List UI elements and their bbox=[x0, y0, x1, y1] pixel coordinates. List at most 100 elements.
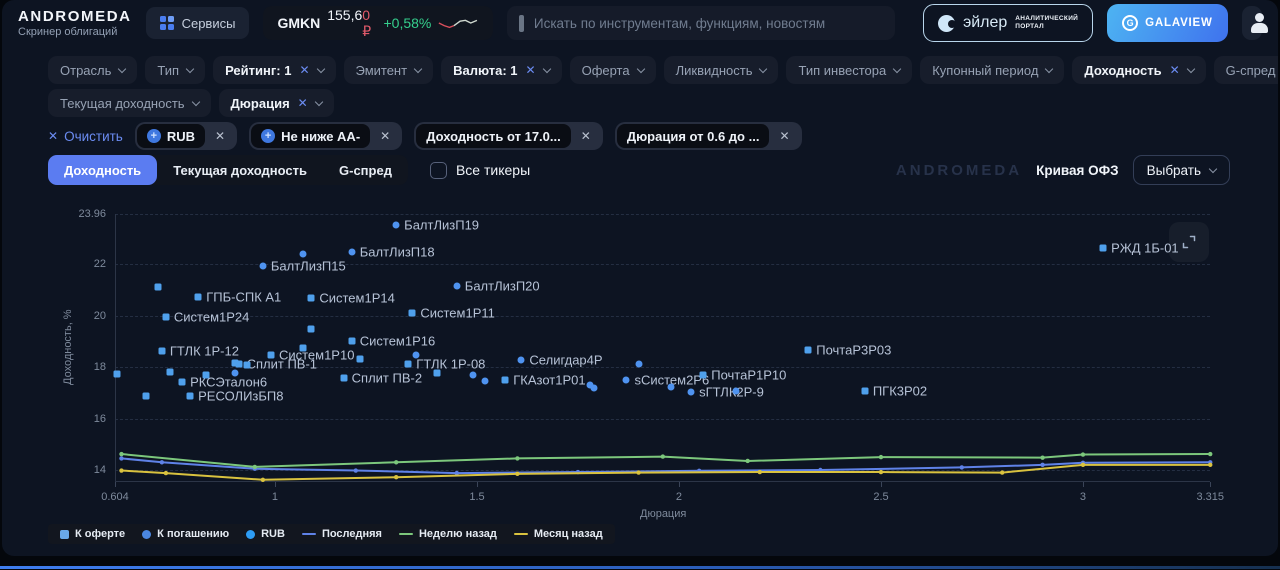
expand-icon bbox=[1182, 235, 1196, 249]
applied-chip-rub[interactable]: + RUB ✕ bbox=[134, 122, 238, 150]
point[interactable] bbox=[635, 360, 643, 368]
point-ПочтаР1Р10[interactable] bbox=[699, 371, 707, 379]
ticker-widget[interactable]: GMKN 155,6 0 ₽ +0,58% bbox=[263, 6, 494, 40]
euler-portal-button[interactable]: эйлер АНАЛИТИЧЕСКИЙ ПОРТАЛ bbox=[923, 4, 1094, 42]
expand-chart-button[interactable] bbox=[1169, 222, 1209, 262]
filter-chip-dohodnost[interactable]: Доходность ✕ bbox=[1072, 56, 1206, 84]
filter-chip-dyuratsiya[interactable]: Дюрация ✕ bbox=[218, 89, 334, 117]
legend-item-1[interactable]: К оферте bbox=[60, 528, 125, 540]
point[interactable] bbox=[590, 384, 598, 392]
point-РЖД 1Б-01[interactable] bbox=[1099, 244, 1107, 252]
filter-label: Отрасль bbox=[60, 62, 112, 78]
filter-chip-tekushchaya-dohodnost[interactable]: Текущая доходность bbox=[48, 89, 211, 117]
point-label: Сплит ПВ-1 bbox=[246, 356, 318, 372]
point-sСистем2Р6[interactable] bbox=[622, 376, 630, 384]
filter-clear-icon[interactable]: ✕ bbox=[299, 63, 310, 77]
point-БалтЛизП15[interactable] bbox=[259, 262, 267, 270]
legend-item-6[interactable]: Месяц назад bbox=[513, 528, 603, 540]
point-БалтЛизП20[interactable] bbox=[453, 282, 461, 290]
galaview-button[interactable]: G GALAVIEW bbox=[1107, 4, 1228, 42]
point[interactable] bbox=[202, 371, 210, 379]
point-ГТЛК 1Р-12[interactable] bbox=[158, 347, 166, 355]
point[interactable] bbox=[469, 371, 477, 379]
point[interactable] bbox=[433, 369, 441, 377]
point-Сплит ПВ-1[interactable] bbox=[235, 360, 243, 368]
tab-yield[interactable]: Доходность bbox=[48, 155, 158, 185]
filter-chip-otrasl[interactable]: Отрасль bbox=[48, 56, 138, 84]
filter-chip-g-spred[interactable]: G-спред bbox=[1213, 56, 1278, 84]
filter-chip-likvidnost[interactable]: Ликвидность bbox=[663, 56, 779, 84]
filter-clear-icon[interactable]: ✕ bbox=[525, 63, 536, 77]
point[interactable] bbox=[732, 387, 740, 395]
point-ПГК3Р02[interactable] bbox=[861, 387, 869, 395]
remove-chip-icon[interactable]: ✕ bbox=[580, 129, 591, 143]
filter-chip-tip[interactable]: Тип bbox=[145, 56, 206, 84]
point[interactable] bbox=[243, 361, 251, 369]
remove-chip-icon[interactable]: ✕ bbox=[215, 129, 226, 143]
point-sГТЛК2Р-9[interactable] bbox=[687, 388, 695, 396]
remove-chip-icon[interactable]: ✕ bbox=[779, 129, 790, 143]
clear-filters-button[interactable]: ✕ Очистить bbox=[48, 129, 123, 144]
filter-clear-icon[interactable]: ✕ bbox=[297, 96, 308, 110]
header: ANDROMEDA Скринер облигаций Сервисы GMKN… bbox=[2, 0, 1278, 46]
point[interactable] bbox=[113, 370, 121, 378]
all-tickers-checkbox[interactable] bbox=[429, 161, 447, 179]
point-Систем1Р11[interactable] bbox=[408, 309, 416, 317]
point[interactable] bbox=[299, 344, 307, 352]
point-БалтЛизП19[interactable] bbox=[392, 221, 400, 229]
point-Систем1Р14[interactable] bbox=[307, 294, 315, 302]
filter-chip-valyuta[interactable]: Валюта: 1 ✕ bbox=[441, 56, 562, 84]
point[interactable] bbox=[142, 392, 150, 400]
applied-chip-duration-range[interactable]: Дюрация от 0.6 до ... ✕ bbox=[614, 122, 802, 150]
curve-select-dropdown[interactable]: Выбрать bbox=[1132, 155, 1230, 185]
point-ГТЛК 1Р-08[interactable] bbox=[404, 360, 412, 368]
point[interactable] bbox=[667, 383, 675, 391]
point[interactable] bbox=[299, 250, 307, 258]
point-ГКАзот1Р01[interactable] bbox=[501, 376, 509, 384]
point-ПочтаР3Р03[interactable] bbox=[804, 346, 812, 354]
point[interactable] bbox=[154, 283, 162, 291]
point-РКСЭталон6[interactable] bbox=[178, 378, 186, 386]
point-Систем1Р16[interactable] bbox=[348, 337, 356, 345]
legend-label: RUB bbox=[261, 528, 285, 540]
point[interactable] bbox=[356, 355, 364, 363]
point-БалтЛизП18[interactable] bbox=[348, 248, 356, 256]
tab-g-spread[interactable]: G-спред bbox=[339, 162, 392, 178]
legend-item-2[interactable]: К погашению bbox=[142, 528, 229, 540]
legend-item-4[interactable]: Последняя bbox=[301, 528, 382, 540]
point[interactable] bbox=[586, 381, 594, 389]
point[interactable] bbox=[231, 369, 239, 377]
legend-item-3[interactable]: RUB bbox=[246, 528, 285, 540]
point[interactable] bbox=[231, 359, 239, 367]
point-Сплит ПВ-2[interactable] bbox=[340, 374, 348, 382]
point[interactable] bbox=[412, 351, 420, 359]
point-Систем1Р10[interactable] bbox=[267, 351, 275, 359]
point[interactable] bbox=[481, 377, 489, 385]
tab-current-yield[interactable]: Текущая доходность bbox=[173, 162, 308, 178]
search-bar[interactable] bbox=[507, 6, 896, 40]
point-Систем1Р24[interactable] bbox=[162, 313, 170, 321]
filter-chip-tip-investora[interactable]: Тип инвестора bbox=[786, 56, 913, 84]
applied-chip-rating-aa[interactable]: + Не ниже АА- ✕ bbox=[249, 122, 403, 150]
point-РЕСОЛИзБП8[interactable] bbox=[186, 392, 194, 400]
filter-chip-oferta[interactable]: Оферта bbox=[569, 56, 656, 84]
filter-label: Тип инвестора bbox=[798, 62, 887, 78]
x-tick-mark bbox=[1210, 482, 1212, 487]
point[interactable] bbox=[166, 368, 174, 376]
filter-chip-reyting[interactable]: Рейтинг: 1 ✕ bbox=[213, 56, 336, 84]
legend-line-icon bbox=[398, 532, 413, 536]
filter-chip-emitent[interactable]: Эмитент bbox=[343, 56, 434, 84]
services-button[interactable]: Сервисы bbox=[145, 7, 250, 39]
legend-item-5[interactable]: Неделю назад bbox=[398, 528, 497, 540]
search-input[interactable] bbox=[533, 15, 884, 31]
point-Селигдар4Р[interactable] bbox=[517, 356, 525, 364]
applied-chip-yield-from[interactable]: Доходность от 17.0... ✕ bbox=[414, 122, 603, 150]
filter-chip-kuponny-period[interactable]: Купонный период bbox=[920, 56, 1065, 84]
point-ГПБ-СПК А1[interactable] bbox=[194, 293, 202, 301]
point[interactable] bbox=[307, 325, 315, 333]
all-tickers-toggle[interactable]: Все тикеры bbox=[429, 161, 530, 179]
point-label: РЕСОЛИзБП8 bbox=[198, 388, 284, 404]
user-avatar[interactable] bbox=[1241, 6, 1269, 40]
remove-chip-icon[interactable]: ✕ bbox=[380, 129, 391, 143]
filter-clear-icon[interactable]: ✕ bbox=[1169, 63, 1180, 77]
